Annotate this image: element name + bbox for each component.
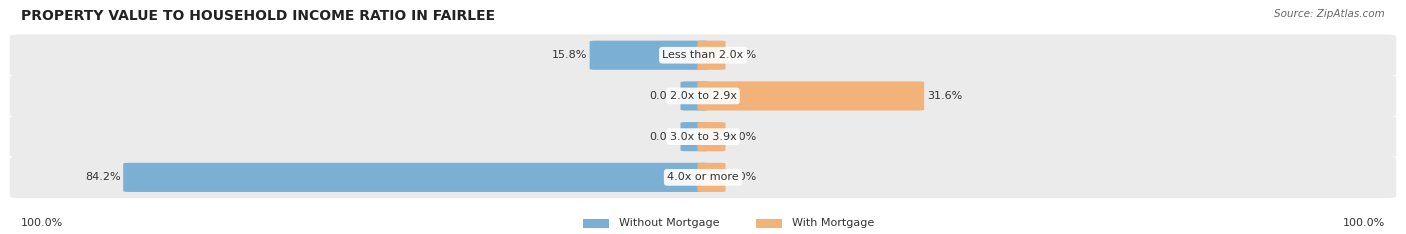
FancyBboxPatch shape (589, 41, 709, 70)
Text: 84.2%: 84.2% (84, 172, 121, 182)
FancyBboxPatch shape (10, 34, 1396, 76)
Text: 100.0%: 100.0% (1343, 219, 1385, 228)
Text: With Mortgage: With Mortgage (792, 219, 873, 228)
FancyBboxPatch shape (697, 81, 924, 110)
FancyBboxPatch shape (681, 81, 709, 110)
Text: Source: ZipAtlas.com: Source: ZipAtlas.com (1274, 9, 1385, 19)
Text: 15.8%: 15.8% (551, 50, 586, 60)
FancyBboxPatch shape (10, 75, 1396, 117)
Text: 0.0%: 0.0% (728, 132, 756, 142)
FancyBboxPatch shape (756, 219, 782, 228)
Text: PROPERTY VALUE TO HOUSEHOLD INCOME RATIO IN FAIRLEE: PROPERTY VALUE TO HOUSEHOLD INCOME RATIO… (21, 9, 495, 23)
FancyBboxPatch shape (10, 116, 1396, 157)
Text: 31.6%: 31.6% (927, 91, 962, 101)
Text: Without Mortgage: Without Mortgage (619, 219, 718, 228)
Text: 3.0x to 3.9x: 3.0x to 3.9x (669, 132, 737, 142)
Text: Less than 2.0x: Less than 2.0x (662, 50, 744, 60)
Text: 0.0%: 0.0% (728, 50, 756, 60)
FancyBboxPatch shape (697, 163, 725, 192)
Text: 0.0%: 0.0% (650, 132, 678, 142)
FancyBboxPatch shape (10, 157, 1396, 198)
Text: 4.0x or more: 4.0x or more (668, 172, 738, 182)
FancyBboxPatch shape (697, 41, 725, 70)
Text: 100.0%: 100.0% (21, 219, 63, 228)
Text: 2.0x to 2.9x: 2.0x to 2.9x (669, 91, 737, 101)
Text: 0.0%: 0.0% (650, 91, 678, 101)
FancyBboxPatch shape (583, 219, 609, 228)
Text: 0.0%: 0.0% (728, 172, 756, 182)
FancyBboxPatch shape (124, 163, 709, 192)
FancyBboxPatch shape (697, 122, 725, 151)
FancyBboxPatch shape (681, 122, 709, 151)
